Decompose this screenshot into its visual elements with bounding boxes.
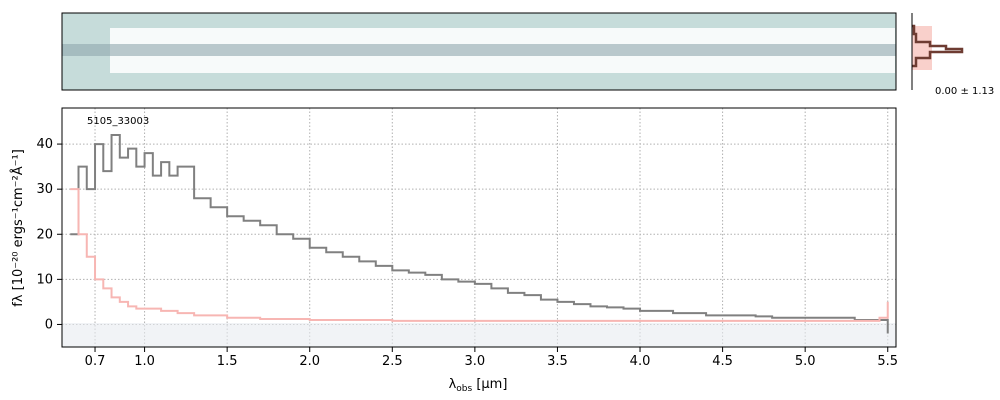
side-histogram-panel: 0.00 ± 1.13	[911, 13, 994, 97]
x-tick-label: 1.0	[134, 354, 155, 369]
x-tick-label: 2.0	[299, 354, 320, 369]
series-layer	[70, 134, 889, 334]
x-tick-label: 3.5	[547, 354, 568, 369]
y-tick-label: 20	[36, 227, 53, 242]
x-tick-label: 5.0	[795, 354, 816, 369]
object-label: 5105_33003	[87, 116, 149, 127]
x-axis-ticks: 0.7 1.0 1.5 2.0 2.5 3.0 3.5 4.0 4.5 5.0 5.5	[85, 347, 898, 369]
y-tick-label: 0	[45, 317, 53, 332]
flux-series-line	[70, 134, 889, 334]
x-tick-label: 4.0	[630, 354, 651, 369]
spectrum-2d-trace	[62, 44, 896, 56]
y-axis-label: fλ [10⁻²⁰ ergs⁻¹cm⁻²Å⁻¹]	[10, 149, 26, 307]
error-series-line	[70, 188, 889, 322]
y-tick-label: 30	[36, 182, 53, 197]
spectrum-2d-frame	[61, 12, 897, 91]
x-tick-label: 3.0	[465, 354, 486, 369]
y-axis-ticks: 0 10 20 30 40	[36, 137, 62, 332]
spectrum-1d-frame	[61, 107, 897, 348]
zero-band	[62, 323, 896, 347]
y-tick-label: 10	[36, 272, 53, 287]
x-axis-label: λobs [μm]	[449, 377, 508, 394]
side-histogram-line	[912, 24, 964, 68]
y-tick-label: 40	[36, 137, 53, 152]
spectrum-2d-panel	[61, 12, 897, 91]
grid-lines	[62, 108, 896, 347]
x-tick-label: 4.5	[712, 354, 733, 369]
x-tick-label: 0.7	[85, 354, 106, 369]
side-histogram-label: 0.00 ± 1.13	[935, 86, 994, 97]
x-tick-label: 1.5	[217, 354, 238, 369]
spectrum-1d-panel: 0.7 1.0 1.5 2.0 2.5 3.0 3.5 4.0 4.5 5.0 5.5 0 10 20 3…	[36, 107, 898, 369]
x-tick-label: 5.5	[877, 354, 898, 369]
x-tick-label: 2.5	[382, 354, 403, 369]
